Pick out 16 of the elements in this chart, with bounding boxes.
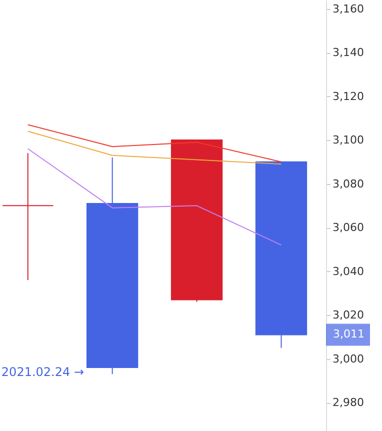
y-tick-label: 3,140 xyxy=(332,46,364,60)
line-series xyxy=(27,124,282,162)
y-tick-label: 3,120 xyxy=(332,90,364,103)
candlestick xyxy=(2,152,54,281)
y-tick-label: 3,080 xyxy=(332,177,364,190)
annotation: 3,011 xyxy=(333,328,364,341)
line-series xyxy=(27,130,282,165)
y-tick-label: 3,000 xyxy=(332,352,364,366)
y-tick-label: 3,060 xyxy=(332,221,364,234)
line-series xyxy=(27,148,282,246)
y-tick-label: 3,020 xyxy=(332,308,364,322)
annotation: 2021.02.24 → xyxy=(1,365,84,379)
y-tick-label: 3,100 xyxy=(332,134,364,147)
y-tick-label: 3,160 xyxy=(332,2,364,16)
y-tick-label: 3,040 xyxy=(332,264,364,278)
y-tick-label: 2,980 xyxy=(332,396,364,410)
